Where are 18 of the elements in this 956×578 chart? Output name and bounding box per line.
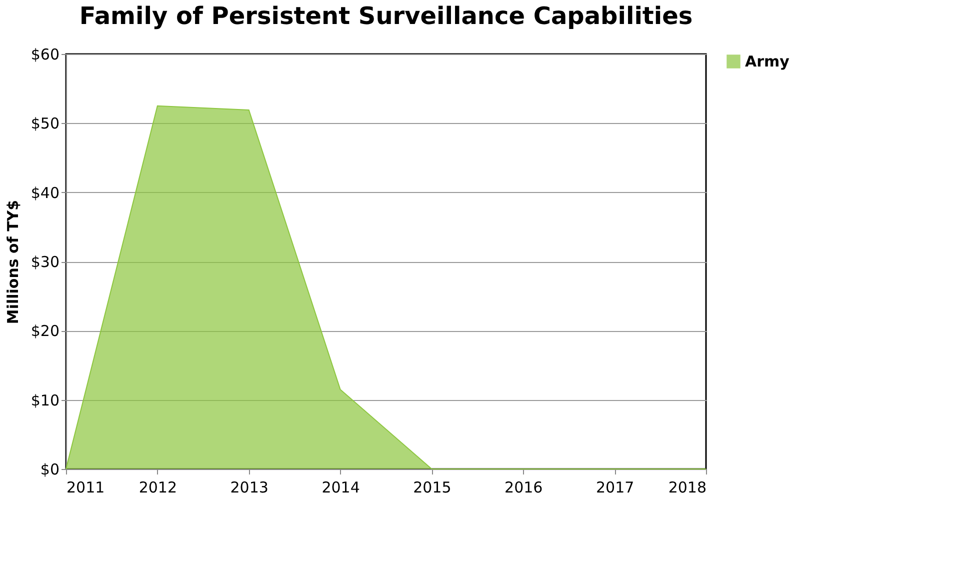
y-tick-label: $40	[30, 184, 60, 202]
y-axis-title: Millions of TY$	[4, 200, 22, 324]
x-tick-label: 2017	[596, 478, 634, 496]
y-tick-label: $30	[30, 253, 60, 271]
y-tick-label: $50	[30, 114, 60, 133]
y-tick-label: $0	[40, 460, 60, 478]
x-tick-label: 2011	[66, 478, 105, 496]
x-tick-label: 2015	[413, 478, 452, 496]
legend-label: Army	[745, 52, 790, 70]
x-tick-label: 2013	[230, 478, 268, 496]
y-tick-label: $60	[30, 46, 60, 64]
x-tick-label: 2012	[138, 478, 178, 496]
y-tick-label: $20	[30, 322, 60, 340]
x-tick-label: 2016	[504, 478, 543, 496]
y-tick-label: $10	[30, 391, 60, 410]
x-tick-label: 2018	[668, 478, 706, 496]
chart-title: Family of Persistent Surveillance Capabilities	[79, 2, 693, 30]
x-tick-label: 2014	[322, 478, 360, 496]
